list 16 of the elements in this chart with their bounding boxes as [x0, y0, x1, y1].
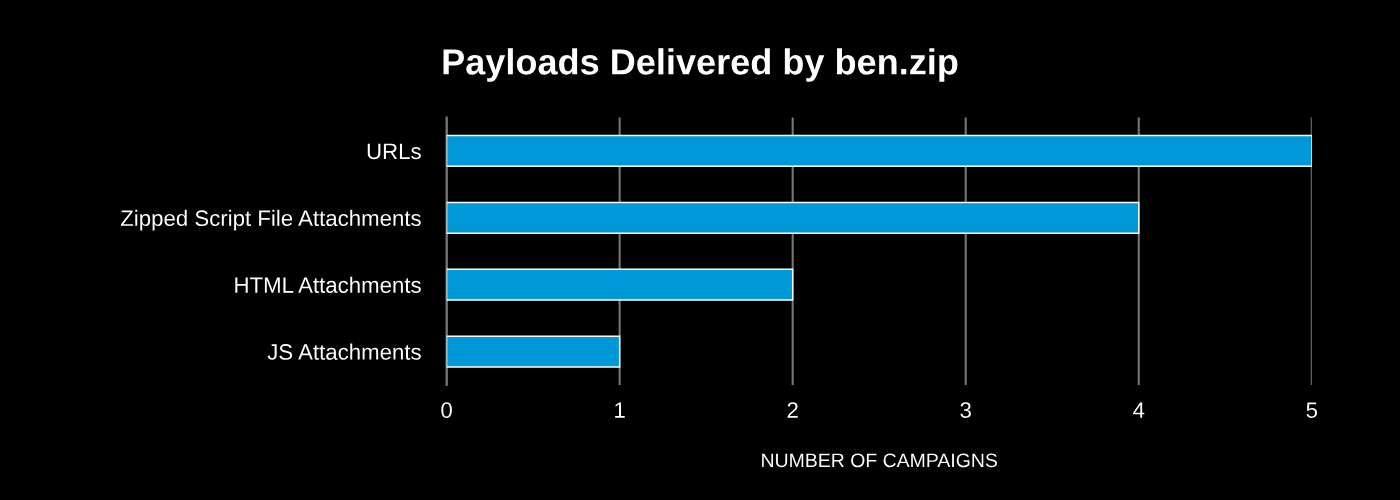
bar	[446, 201, 1140, 234]
x-tick-label: 5	[1306, 402, 1318, 418]
x-tick-label: 4	[1133, 402, 1145, 418]
bar	[446, 134, 1312, 168]
x-tick-label: 0	[441, 402, 452, 418]
chart-title: Payloads Delivered by ben.zip	[443, 48, 958, 82]
x-tick-label: 1	[615, 402, 625, 418]
x-tick-label: 2	[787, 402, 798, 418]
x-tick-label: 3	[960, 402, 971, 418]
bar	[446, 268, 794, 301]
y-tick-label: HTML Attachments	[235, 276, 421, 293]
y-tick-label: URLs	[367, 143, 421, 160]
y-tick-label: Zipped Script File Attachments	[120, 209, 421, 231]
y-tick-label: JS Attachments	[267, 343, 421, 360]
bar	[446, 335, 621, 368]
x-axis-title: NUMBER OF CAMPAIGNS	[762, 453, 997, 468]
